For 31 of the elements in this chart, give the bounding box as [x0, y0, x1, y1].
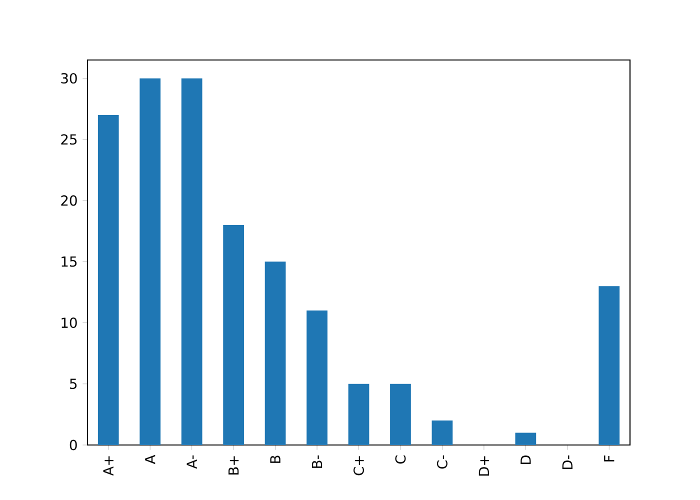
- bar: [432, 420, 453, 445]
- x-tick-label: D: [520, 456, 531, 464]
- bar: [515, 432, 536, 445]
- bar: [223, 224, 244, 445]
- x-tick-label: B: [270, 456, 280, 463]
- bar: [390, 384, 411, 445]
- bar: [598, 286, 620, 445]
- x-tick-label: A: [145, 454, 156, 464]
- bar: [306, 310, 328, 445]
- x-tick-label: F: [604, 456, 614, 462]
- x-tick-label: C: [395, 455, 406, 464]
- bar: [98, 114, 119, 445]
- x-tick-label: B-: [312, 455, 322, 468]
- bar: [264, 262, 286, 445]
- y-tick-label: 20: [61, 195, 77, 206]
- x-tick-label: B+: [228, 456, 239, 474]
- y-tick-label: 0: [70, 440, 77, 450]
- y-tick-label: 15: [62, 256, 77, 267]
- x-tick-label: D+: [478, 456, 489, 476]
- x-tick-label: A+: [103, 456, 114, 476]
- x-tick-label: A-: [186, 455, 197, 469]
- bar: [181, 78, 202, 445]
- bar: [348, 384, 370, 445]
- y-tick-label: 10: [62, 318, 77, 328]
- x-tick-label: C-: [436, 455, 448, 469]
- x-tick-label: C+: [354, 456, 364, 476]
- y-tick-label: 25: [61, 134, 77, 145]
- y-tick-label: 5: [70, 378, 77, 390]
- bar: [140, 78, 161, 445]
- y-tick-label: 30: [61, 73, 77, 84]
- x-tick-label: D-: [562, 455, 572, 470]
